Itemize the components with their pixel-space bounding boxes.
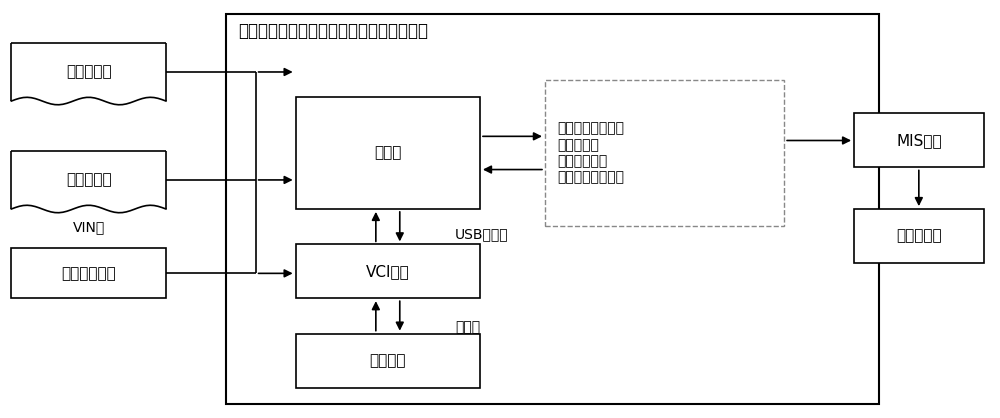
Bar — [296, 97, 480, 209]
Bar — [854, 209, 984, 263]
Text: 操作员代号: 操作员代号 — [66, 64, 111, 79]
Text: 汽车电控模块综合性能分布式下线检测系统: 汽车电控模块综合性能分布式下线检测系统 — [238, 22, 428, 40]
Text: 工控机: 工控机 — [374, 145, 401, 161]
Text: VCI系统: VCI系统 — [366, 264, 410, 279]
Text: 合格证打印: 合格证打印 — [896, 229, 942, 244]
Bar — [296, 244, 480, 298]
Text: 下线检测服务器：
检测数据库
下线检测结果
检测功能升级文件: 下线检测服务器： 检测数据库 下线检测结果 检测功能升级文件 — [557, 122, 624, 184]
Text: VIN码: VIN码 — [73, 221, 105, 234]
Text: 车载网络: 车载网络 — [370, 353, 406, 368]
Text: MIS系统: MIS系统 — [896, 133, 942, 148]
Text: USB或串口: USB或串口 — [455, 227, 509, 241]
Bar — [11, 248, 166, 298]
Text: 诊断线: 诊断线 — [455, 320, 480, 334]
Bar — [226, 14, 879, 404]
Text: 整车检测卡: 整车检测卡 — [66, 173, 111, 187]
Text: 目测缺陷输入: 目测缺陷输入 — [61, 266, 116, 281]
Bar — [296, 334, 480, 387]
Bar — [854, 114, 984, 168]
Bar — [545, 80, 784, 226]
